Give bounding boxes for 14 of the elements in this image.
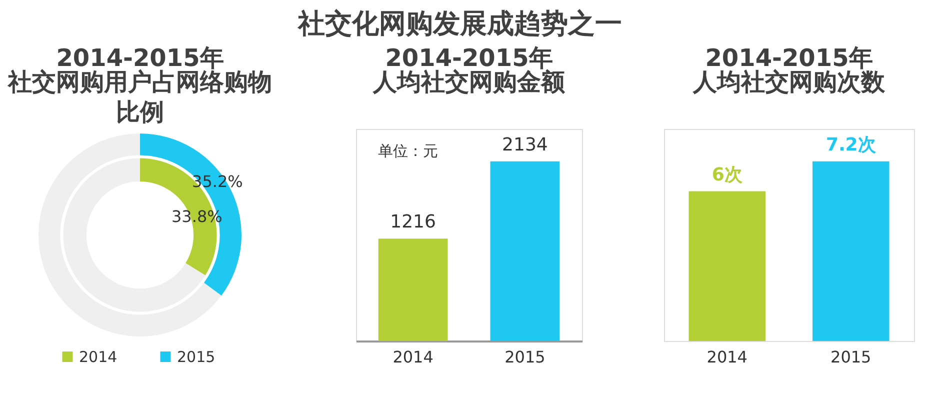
data-label: 6次: [712, 164, 744, 186]
chart-subtitle: 社交网购用户占网络购物比例: [7, 68, 272, 126]
data-label: 33.8%: [171, 207, 222, 226]
chart-subtitle: 人均社交网购次数: [692, 68, 886, 96]
x-tick-label: 2014: [392, 348, 434, 366]
x-tick-label: 2015: [830, 348, 872, 366]
chart-subtitle: 人均社交网购金额: [372, 68, 566, 96]
data-label: 2134: [502, 134, 548, 156]
x-tick-label: 2014: [706, 348, 748, 366]
text: 单位：元: [378, 142, 438, 160]
data-label: 1216: [390, 212, 436, 233]
x-tick-label: 2015: [504, 348, 546, 366]
text: 社交化网购发展成趋势之一: [296, 8, 622, 40]
data-label: 7.2次: [826, 134, 877, 156]
